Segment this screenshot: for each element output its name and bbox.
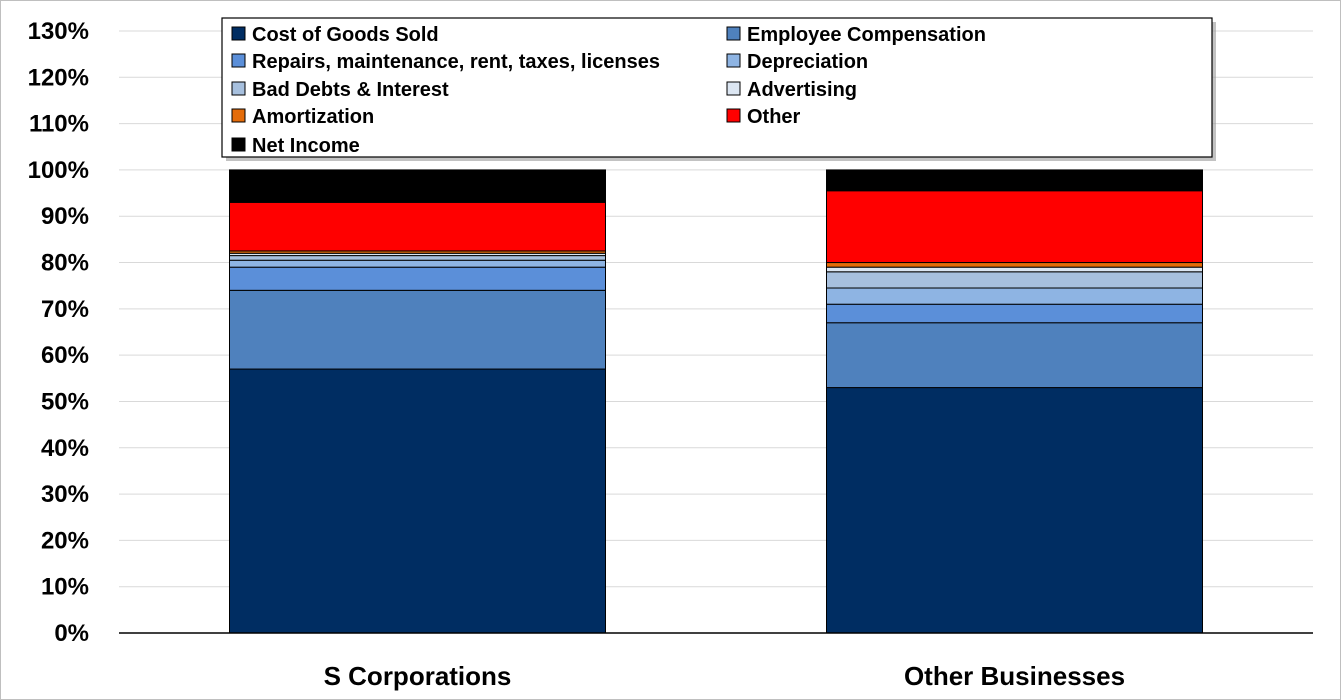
legend-label: Other [747, 106, 801, 128]
legend-swatch [231, 53, 246, 68]
category-labels: S Corporations Other Businesses [324, 661, 1125, 691]
y-tick-label: 10% [41, 574, 89, 601]
bar-segment [826, 271, 1203, 289]
y-tick-label: 20% [41, 527, 89, 554]
bar-segment [229, 259, 606, 268]
legend: Cost of Goods Sold Employee Compensation R… [221, 17, 1216, 161]
legend-label: Repairs, maintenance, rent, taxes, licen… [252, 51, 660, 73]
y-tick-label: 80% [41, 250, 89, 277]
legend-swatch [726, 53, 741, 68]
category-label: S Corporations [324, 661, 512, 691]
legend-swatch [231, 26, 246, 41]
legend-swatch [726, 108, 741, 123]
y-tick-label: 110% [29, 111, 89, 138]
legend-box [221, 17, 1213, 158]
bar-segment [826, 262, 1203, 268]
bar-segment [826, 169, 1203, 192]
legend-swatch [726, 81, 741, 96]
legend-label: Net Income [252, 135, 360, 157]
legend-label: Depreciation [747, 51, 868, 73]
y-axis-ticks: 0% 10% 20% 30% 40% 50% 60% 70% 80% 90% 100% 110% 120… [28, 18, 89, 647]
legend-swatch [231, 137, 246, 152]
y-tick-label: 40% [41, 435, 89, 462]
legend-swatch [231, 108, 246, 123]
y-tick-label: 130% [28, 18, 89, 45]
bar-segment [826, 190, 1203, 264]
y-tick-label: 90% [41, 203, 89, 230]
y-tick-label: 0% [54, 620, 89, 647]
bar-segment [229, 169, 606, 203]
legend-swatch [231, 81, 246, 96]
bar-segment [229, 201, 606, 252]
bar-segment [826, 287, 1203, 305]
y-tick-label: 50% [41, 388, 89, 415]
bars [229, 169, 1203, 634]
legend-label: Employee Compensation [747, 24, 986, 46]
bar-segment [229, 368, 606, 634]
bar-segment [229, 289, 606, 370]
y-tick-label: 70% [41, 296, 89, 323]
y-tick-label: 120% [28, 64, 89, 91]
y-tick-label: 100% [28, 157, 89, 184]
bar-segment [229, 255, 606, 261]
legend-label: Cost of Goods Sold [252, 24, 439, 46]
legend-swatch [726, 26, 741, 41]
bar-segment [229, 266, 606, 291]
bar-segment [826, 303, 1203, 324]
category-label: Other Businesses [904, 661, 1125, 691]
y-tick-label: 30% [41, 481, 89, 508]
y-tick-label: 60% [41, 342, 89, 369]
legend-label: Amortization [252, 106, 374, 128]
bar-segment [826, 387, 1203, 634]
legend-label: Bad Debts & Interest [252, 79, 449, 101]
bar-segment [826, 266, 1203, 273]
bar-segment [826, 322, 1203, 389]
legend-label: Advertising [747, 79, 857, 101]
